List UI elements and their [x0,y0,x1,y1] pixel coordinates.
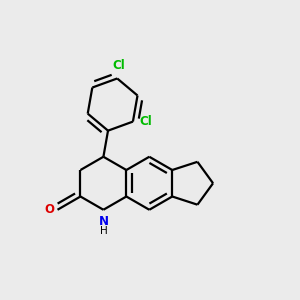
Text: N: N [98,215,108,228]
Text: Cl: Cl [140,115,152,128]
Text: O: O [44,203,54,216]
Text: H: H [100,226,107,236]
Text: Cl: Cl [112,59,125,72]
